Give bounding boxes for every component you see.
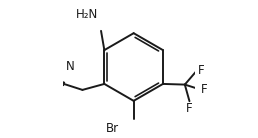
Text: H₂N: H₂N <box>76 8 98 21</box>
Text: N: N <box>66 60 75 73</box>
Text: Br: Br <box>106 122 119 135</box>
Text: F: F <box>200 83 207 96</box>
Text: F: F <box>186 103 193 116</box>
Text: F: F <box>198 64 204 77</box>
